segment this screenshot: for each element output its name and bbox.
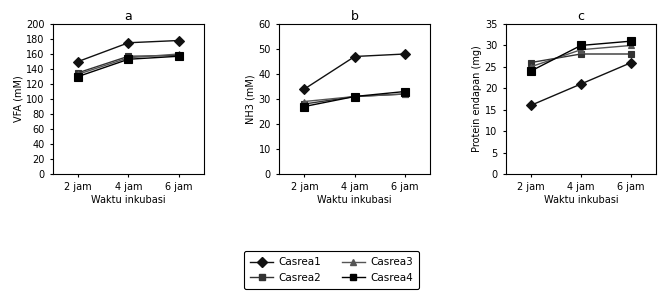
Y-axis label: VFA (mM): VFA (mM) [13, 76, 23, 122]
Y-axis label: NH3 (mM): NH3 (mM) [246, 74, 256, 124]
Title: a: a [125, 10, 133, 23]
Title: b: b [351, 10, 359, 23]
X-axis label: Waktu inkubasi: Waktu inkubasi [91, 195, 166, 205]
X-axis label: Waktu inkubasi: Waktu inkubasi [318, 195, 392, 205]
Y-axis label: Protein endapan (mg): Protein endapan (mg) [472, 46, 482, 152]
Legend: Casrea1, Casrea2, Casrea3, Casrea4: Casrea1, Casrea2, Casrea3, Casrea4 [244, 251, 419, 289]
X-axis label: Waktu inkubasi: Waktu inkubasi [544, 195, 619, 205]
Title: c: c [577, 10, 585, 23]
